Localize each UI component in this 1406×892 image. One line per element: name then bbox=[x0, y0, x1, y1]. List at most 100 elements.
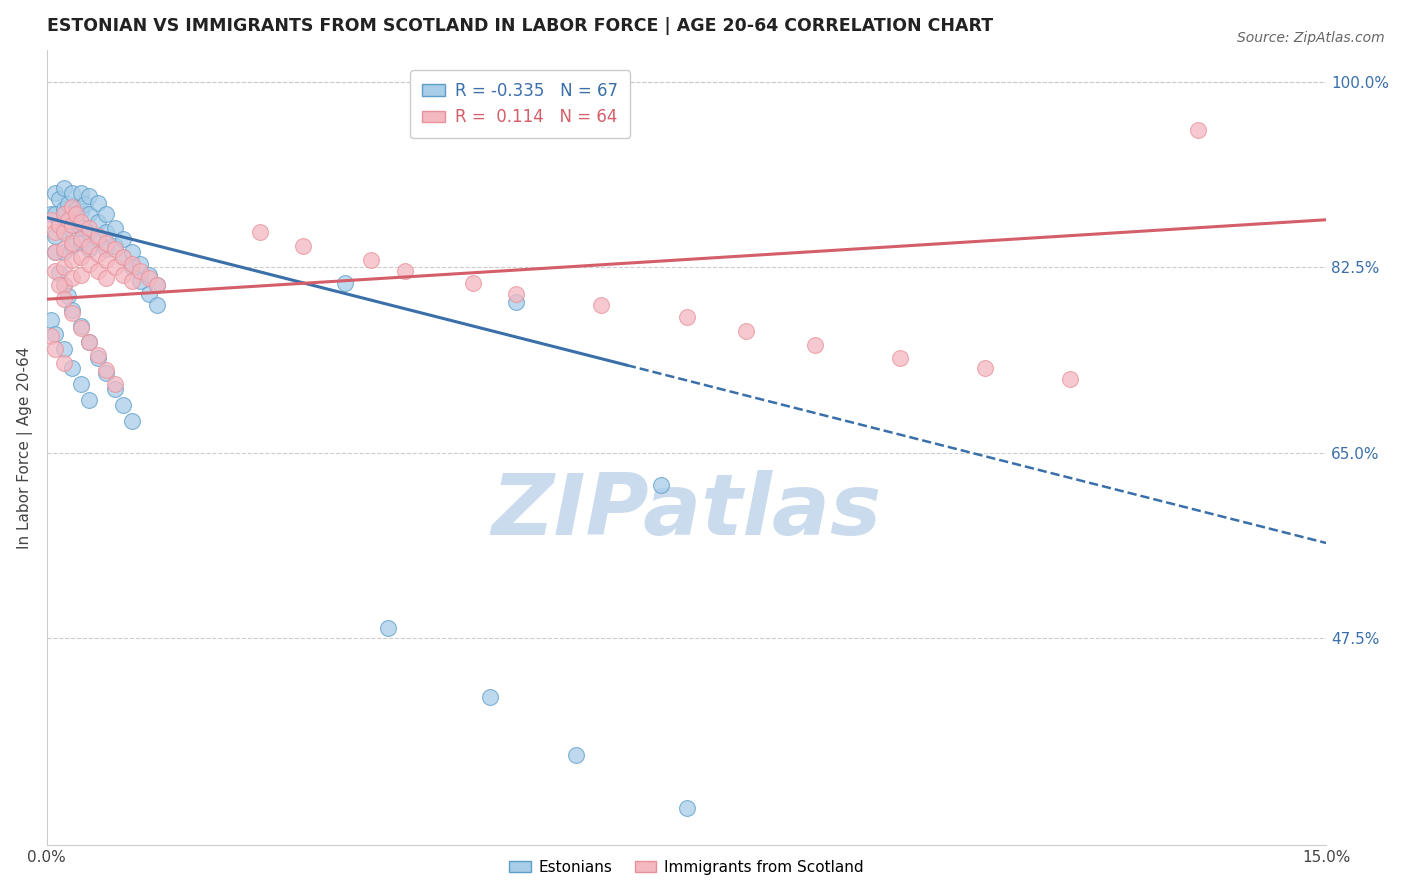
Point bbox=[129, 274, 152, 288]
Point bbox=[73, 197, 96, 211]
Point bbox=[69, 321, 91, 335]
Point bbox=[87, 215, 110, 229]
Point bbox=[479, 690, 502, 704]
Point bbox=[60, 306, 83, 320]
Point bbox=[138, 271, 160, 285]
Point bbox=[56, 197, 79, 211]
Point bbox=[60, 218, 83, 232]
Point bbox=[138, 287, 160, 301]
Point bbox=[77, 221, 100, 235]
Point bbox=[52, 223, 75, 237]
Point bbox=[87, 246, 110, 260]
Point bbox=[44, 228, 66, 243]
Point bbox=[52, 207, 75, 221]
Point bbox=[48, 192, 70, 206]
Point bbox=[44, 226, 66, 240]
Point bbox=[69, 377, 91, 392]
Point bbox=[52, 244, 75, 259]
Text: ESTONIAN VS IMMIGRANTS FROM SCOTLAND IN LABOR FORCE | AGE 20-64 CORRELATION CHAR: ESTONIAN VS IMMIGRANTS FROM SCOTLAND IN … bbox=[46, 17, 993, 35]
Point bbox=[564, 748, 586, 763]
Point bbox=[96, 363, 118, 377]
Point bbox=[104, 382, 127, 396]
Point bbox=[87, 351, 110, 365]
Point bbox=[96, 226, 118, 240]
Point bbox=[60, 361, 83, 376]
Point bbox=[52, 260, 75, 275]
Point bbox=[44, 327, 66, 342]
Point bbox=[60, 271, 83, 285]
Point bbox=[463, 277, 485, 291]
Point bbox=[52, 278, 75, 293]
Point bbox=[360, 252, 382, 267]
Legend: Estonians, Immigrants from Scotland: Estonians, Immigrants from Scotland bbox=[503, 854, 870, 881]
Point bbox=[77, 334, 100, 349]
Point bbox=[87, 228, 110, 243]
Point bbox=[52, 342, 75, 356]
Point bbox=[96, 207, 118, 221]
Point bbox=[146, 278, 169, 293]
Point bbox=[60, 200, 83, 214]
Point bbox=[48, 266, 70, 280]
Point bbox=[69, 232, 91, 246]
Point bbox=[60, 235, 83, 250]
Point bbox=[112, 398, 135, 412]
Point bbox=[52, 356, 75, 370]
Point bbox=[505, 295, 527, 310]
Point bbox=[104, 239, 127, 253]
Point bbox=[121, 244, 143, 259]
Point bbox=[121, 414, 143, 428]
Point bbox=[675, 310, 697, 325]
Point bbox=[44, 244, 66, 259]
Point bbox=[39, 207, 62, 221]
Point bbox=[77, 207, 100, 221]
Point bbox=[112, 250, 135, 264]
Point bbox=[44, 207, 66, 221]
Point bbox=[52, 202, 75, 216]
Point bbox=[87, 232, 110, 246]
Point bbox=[104, 377, 127, 392]
Point bbox=[44, 342, 66, 356]
Point bbox=[39, 212, 62, 227]
Point bbox=[60, 302, 83, 317]
Point bbox=[291, 239, 314, 253]
Point bbox=[675, 801, 697, 815]
Point bbox=[96, 243, 118, 257]
Point bbox=[69, 221, 91, 235]
Text: ZIPatlas: ZIPatlas bbox=[491, 470, 882, 553]
Point bbox=[96, 271, 118, 285]
Point bbox=[65, 202, 87, 216]
Point bbox=[52, 278, 75, 293]
Point bbox=[1187, 122, 1209, 136]
Point bbox=[121, 257, 143, 271]
Point bbox=[39, 313, 62, 327]
Y-axis label: In Labor Force | Age 20-64: In Labor Force | Age 20-64 bbox=[17, 346, 32, 549]
Point bbox=[146, 278, 169, 293]
Point bbox=[60, 239, 83, 253]
Point bbox=[65, 207, 87, 221]
Point bbox=[335, 277, 357, 291]
Point bbox=[77, 239, 100, 253]
Point bbox=[69, 235, 91, 250]
Point bbox=[803, 338, 825, 352]
Point bbox=[121, 260, 143, 275]
Point bbox=[505, 287, 527, 301]
Point bbox=[60, 252, 83, 267]
Point bbox=[77, 392, 100, 407]
Point bbox=[56, 212, 79, 227]
Point bbox=[69, 318, 91, 333]
Point bbox=[77, 257, 100, 271]
Point bbox=[69, 204, 91, 219]
Point bbox=[52, 226, 75, 240]
Point bbox=[44, 263, 66, 277]
Point bbox=[44, 244, 66, 259]
Point bbox=[121, 274, 143, 288]
Point bbox=[56, 289, 79, 303]
Point bbox=[39, 329, 62, 343]
Point bbox=[60, 186, 83, 201]
Point bbox=[104, 260, 127, 275]
Point bbox=[87, 263, 110, 277]
Point bbox=[377, 621, 399, 635]
Point bbox=[48, 278, 70, 293]
Point bbox=[96, 235, 118, 250]
Point bbox=[48, 218, 70, 232]
